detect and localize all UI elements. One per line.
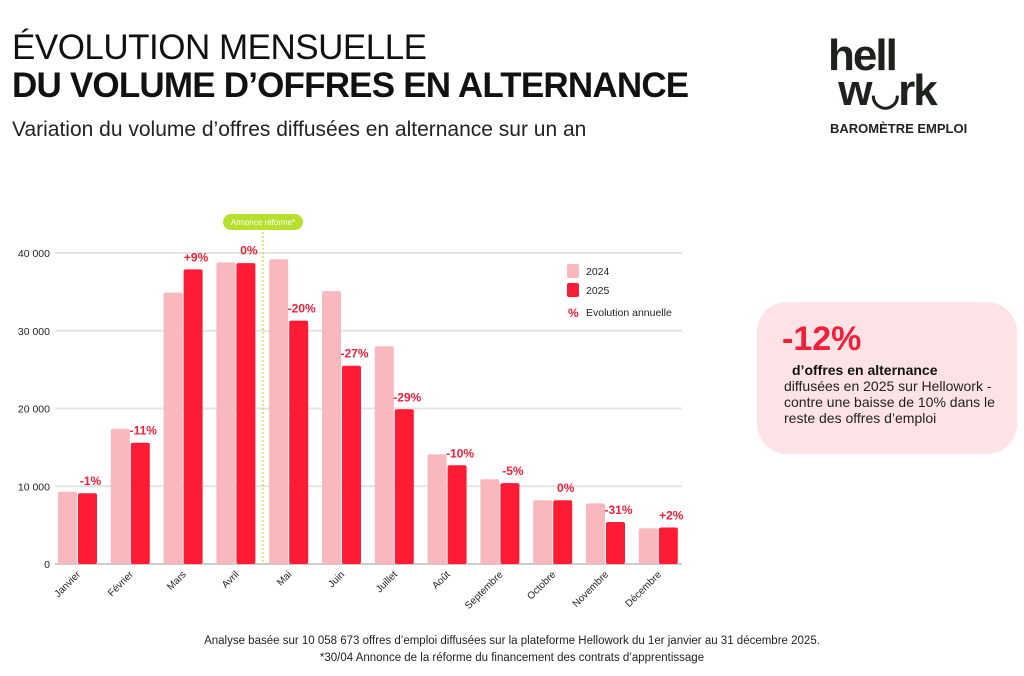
subtitle: Variation du volume d’offres diffusées e… [12, 118, 587, 141]
bar-2024-Mars [163, 292, 183, 564]
bar-2025-Janvier [78, 493, 97, 564]
legend-evolution-label: Evolution annuelle [586, 307, 672, 319]
x-tick-label: Février [106, 569, 136, 599]
y-tick-label: 30 000 [18, 326, 50, 338]
bar-2025-Septembre [500, 483, 520, 564]
bar-2025-Novembre [606, 522, 625, 564]
x-tick-label: Septembre [463, 569, 506, 612]
bar-2024-Avril [216, 262, 236, 564]
legend-evolution-symbol: % [568, 306, 579, 320]
evolution-label: -5% [502, 464, 524, 478]
legend-label: 2025 [586, 285, 610, 297]
bar-2025-Avril [236, 263, 256, 564]
bar-2025-Août [447, 465, 467, 564]
bar-2025-Juillet [394, 409, 414, 564]
legend-swatch-2024 [567, 264, 579, 278]
x-tick-label: Juillet [374, 569, 400, 595]
y-tick-label: 40 000 [18, 248, 50, 260]
evolution-label: -1% [80, 474, 102, 488]
hellowork-logo: hell w◡rk [828, 31, 938, 115]
bar-2025-Octobre [553, 500, 573, 564]
x-tick-label: Juin [326, 569, 347, 590]
x-tick-label: Août [430, 569, 452, 591]
bar-2024-Octobre [533, 500, 553, 564]
x-tick-label: Janvier [53, 569, 84, 600]
footer-footnote: *30/04 Annonce de la réforme du financem… [319, 652, 705, 664]
bar-2024-Juin [322, 291, 341, 564]
y-tick-label: 20 000 [18, 404, 50, 416]
legend-label: 2024 [586, 266, 610, 278]
bar-2024-Décembre [638, 528, 658, 564]
evolution-label: -29% [393, 390, 421, 404]
bar-2024-Juillet [374, 346, 394, 564]
bar-2024-Janvier [58, 491, 77, 564]
bar-2025-Mai [289, 320, 309, 564]
bar-2025-Février [130, 442, 150, 564]
highlight-bold: d’offres en alternance [792, 362, 938, 378]
evolution-label: -11% [130, 424, 158, 438]
x-tick-label: Avril [220, 569, 241, 590]
bar-2024-Septembre [480, 479, 500, 564]
bar-chart: 0 10 000 20 000 30 000 40 000 Annonce réforme… [18, 214, 684, 612]
evolution-label: -31% [604, 503, 632, 517]
bar-2024-Août [427, 454, 447, 564]
title-line-1: ÉVOLUTION MENSUELLE [12, 28, 427, 67]
highlight-text: diffusées en 2025 sur Hellowork - contre… [784, 378, 995, 426]
legend-swatch-2025 [567, 283, 579, 297]
title-line-2: DU VOLUME D’OFFRES EN ALTERNANCE [12, 66, 689, 105]
evolution-label: +9% [184, 250, 209, 264]
bar-2024-Février [110, 428, 130, 564]
x-tick-label: Mai [275, 569, 294, 588]
x-tick-label: Novembre [571, 569, 612, 610]
y-tick-label: 0 [44, 559, 50, 571]
highlight-value: -12% [782, 320, 862, 358]
bar-2025-Décembre [658, 527, 678, 564]
footer-note: Analyse basée sur 10 058 673 offres d’em… [204, 635, 820, 647]
evolution-label: -10% [446, 446, 474, 460]
bar-2024-Novembre [586, 503, 605, 564]
bar-2025-Juin [342, 365, 361, 564]
evolution-label: +2% [659, 508, 684, 522]
brand-tagline: BAROMÈTRE EMPLOI [830, 121, 968, 136]
y-tick-label: 10 000 [18, 481, 50, 493]
evolution-label: -20% [288, 302, 316, 316]
x-tick-label: Octobre [525, 569, 558, 602]
evolution-label: 0% [557, 481, 575, 495]
bar-2024-Mai [269, 259, 289, 564]
reform-badge-label: Annonce réforme* [231, 218, 295, 227]
x-tick-label: Décembre [624, 569, 665, 610]
evolution-label: 0% [240, 243, 258, 257]
highlight-card: -12% d’offres en alternance diffusées en… [757, 302, 1017, 454]
reform-badge [223, 214, 303, 230]
x-tick-label: Mars [165, 569, 189, 593]
bar-2025-Mars [183, 269, 203, 564]
evolution-label: -27% [340, 347, 368, 361]
